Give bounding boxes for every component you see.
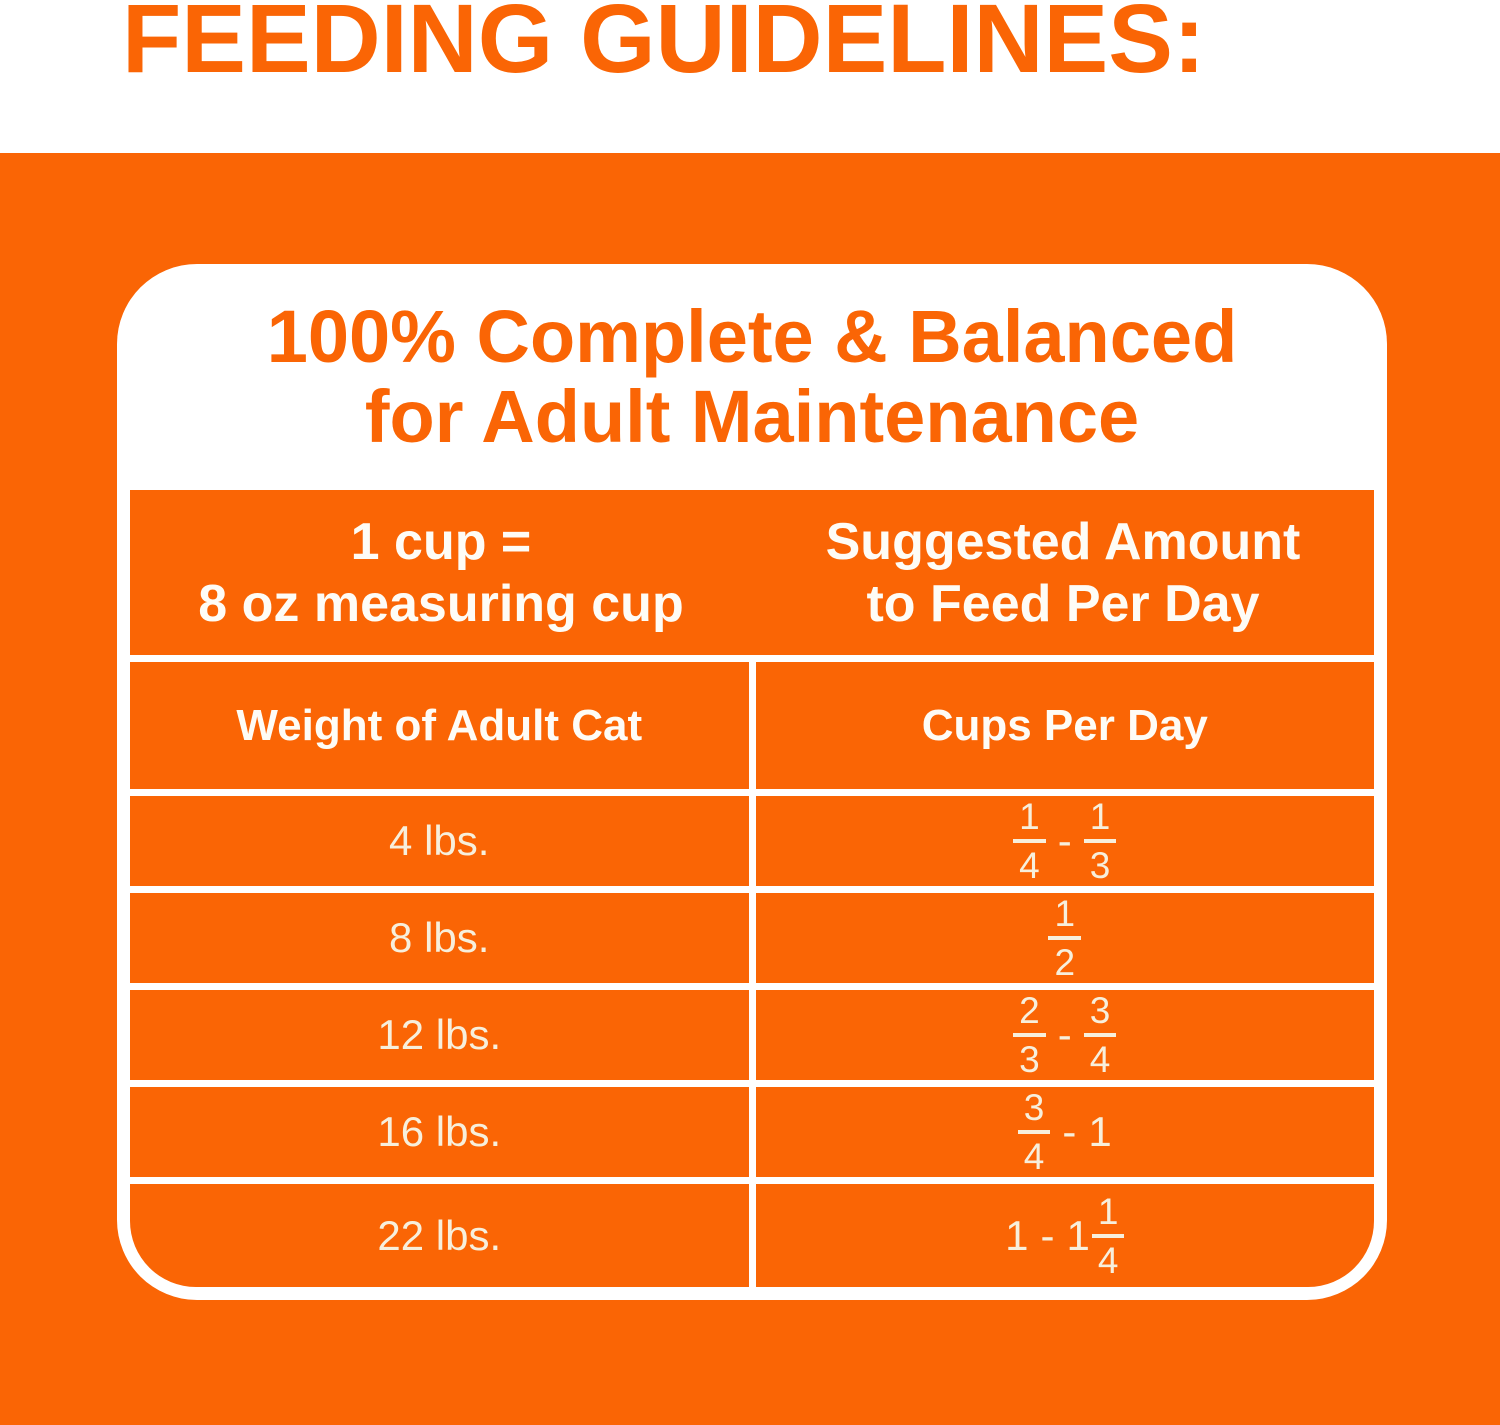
fraction-denominator: 3 <box>1019 1039 1040 1080</box>
fraction-numerator: 2 <box>1013 992 1046 1037</box>
fraction-denominator: 3 <box>1089 845 1111 886</box>
weight-cell: 4 lbs. <box>130 796 749 886</box>
column-header-row: Weight of Adult Cat Cups Per Day <box>130 662 1374 789</box>
table-row: 22 lbs. 1-1 1 4 <box>130 1184 1374 1287</box>
fraction-numerator: 1 <box>1091 1193 1125 1238</box>
header-suggested-amount-line2: to Feed Per Day <box>866 574 1260 633</box>
range-dash: - <box>1040 1211 1055 1259</box>
range-dash: - <box>1057 1011 1072 1058</box>
header-suggested-amount-line1: Suggested Amount <box>825 512 1301 571</box>
range-dash: - <box>1062 1108 1077 1155</box>
page-title: FEEDING GUIDELINES: <box>122 0 1206 93</box>
table-body: 4 lbs. 1 4-1 3 8 lbs. 1 2 12 lbs. 2 3-3 4 16 lbs. 3 4… <box>130 796 1374 1287</box>
table-row: 8 lbs. 1 2 <box>130 893 1374 983</box>
card-heading-line2: for Adult Maintenance <box>364 375 1140 458</box>
whole-number: 1 <box>1066 1211 1090 1259</box>
whole-number: 1 <box>1088 1108 1112 1155</box>
fraction-denominator: 2 <box>1054 942 1076 983</box>
weight-cell: 22 lbs. <box>130 1184 749 1287</box>
guidelines-card: 100% Complete & Balanced for Adult Maint… <box>117 264 1387 1300</box>
fraction-denominator: 4 <box>1023 1136 1045 1177</box>
fraction-denominator: 4 <box>1019 845 1040 886</box>
header-cup-measure-line2: 8 oz measuring cup <box>198 574 684 633</box>
table-row: 4 lbs. 1 4-1 3 <box>130 796 1374 886</box>
weight-cell: 8 lbs. <box>130 893 749 983</box>
fraction-denominator: 4 <box>1097 1239 1119 1281</box>
header-cup-measure-line1: 1 cup = <box>350 512 532 571</box>
feeding-table: 1 cup = 8 oz measuring cup Suggested Amo… <box>130 490 1374 1287</box>
table-header-row: 1 cup = 8 oz measuring cup Suggested Amo… <box>130 490 1374 655</box>
column-header-weight: Weight of Adult Cat <box>130 662 749 789</box>
fraction-numerator: 3 <box>1017 1089 1051 1134</box>
page-header: FEEDING GUIDELINES: <box>0 0 1500 153</box>
header-cup-measure: 1 cup = 8 oz measuring cup <box>130 490 752 655</box>
table-row: 16 lbs. 3 4-1 <box>130 1087 1374 1177</box>
fraction-numerator: 1 <box>1083 798 1117 843</box>
range-dash: - <box>1057 817 1072 864</box>
fraction-denominator: 4 <box>1089 1039 1111 1080</box>
header-suggested-amount: Suggested Amount to Feed Per Day <box>752 490 1374 655</box>
orange-panel: 100% Complete & Balanced for Adult Maint… <box>0 153 1500 1425</box>
whole-number: 1 <box>1005 1211 1029 1259</box>
fraction-numerator: 1 <box>1013 798 1046 843</box>
weight-cell: 16 lbs. <box>130 1087 749 1177</box>
card-heading-line1: 100% Complete & Balanced <box>266 295 1238 378</box>
fraction-numerator: 1 <box>1048 895 1082 940</box>
card-heading: 100% Complete & Balanced for Adult Maint… <box>117 264 1387 490</box>
table-row: 12 lbs. 2 3-3 4 <box>130 990 1374 1080</box>
column-header-cups: Cups Per Day <box>755 662 1374 789</box>
fraction-numerator: 3 <box>1083 992 1117 1037</box>
weight-cell: 12 lbs. <box>130 990 749 1080</box>
